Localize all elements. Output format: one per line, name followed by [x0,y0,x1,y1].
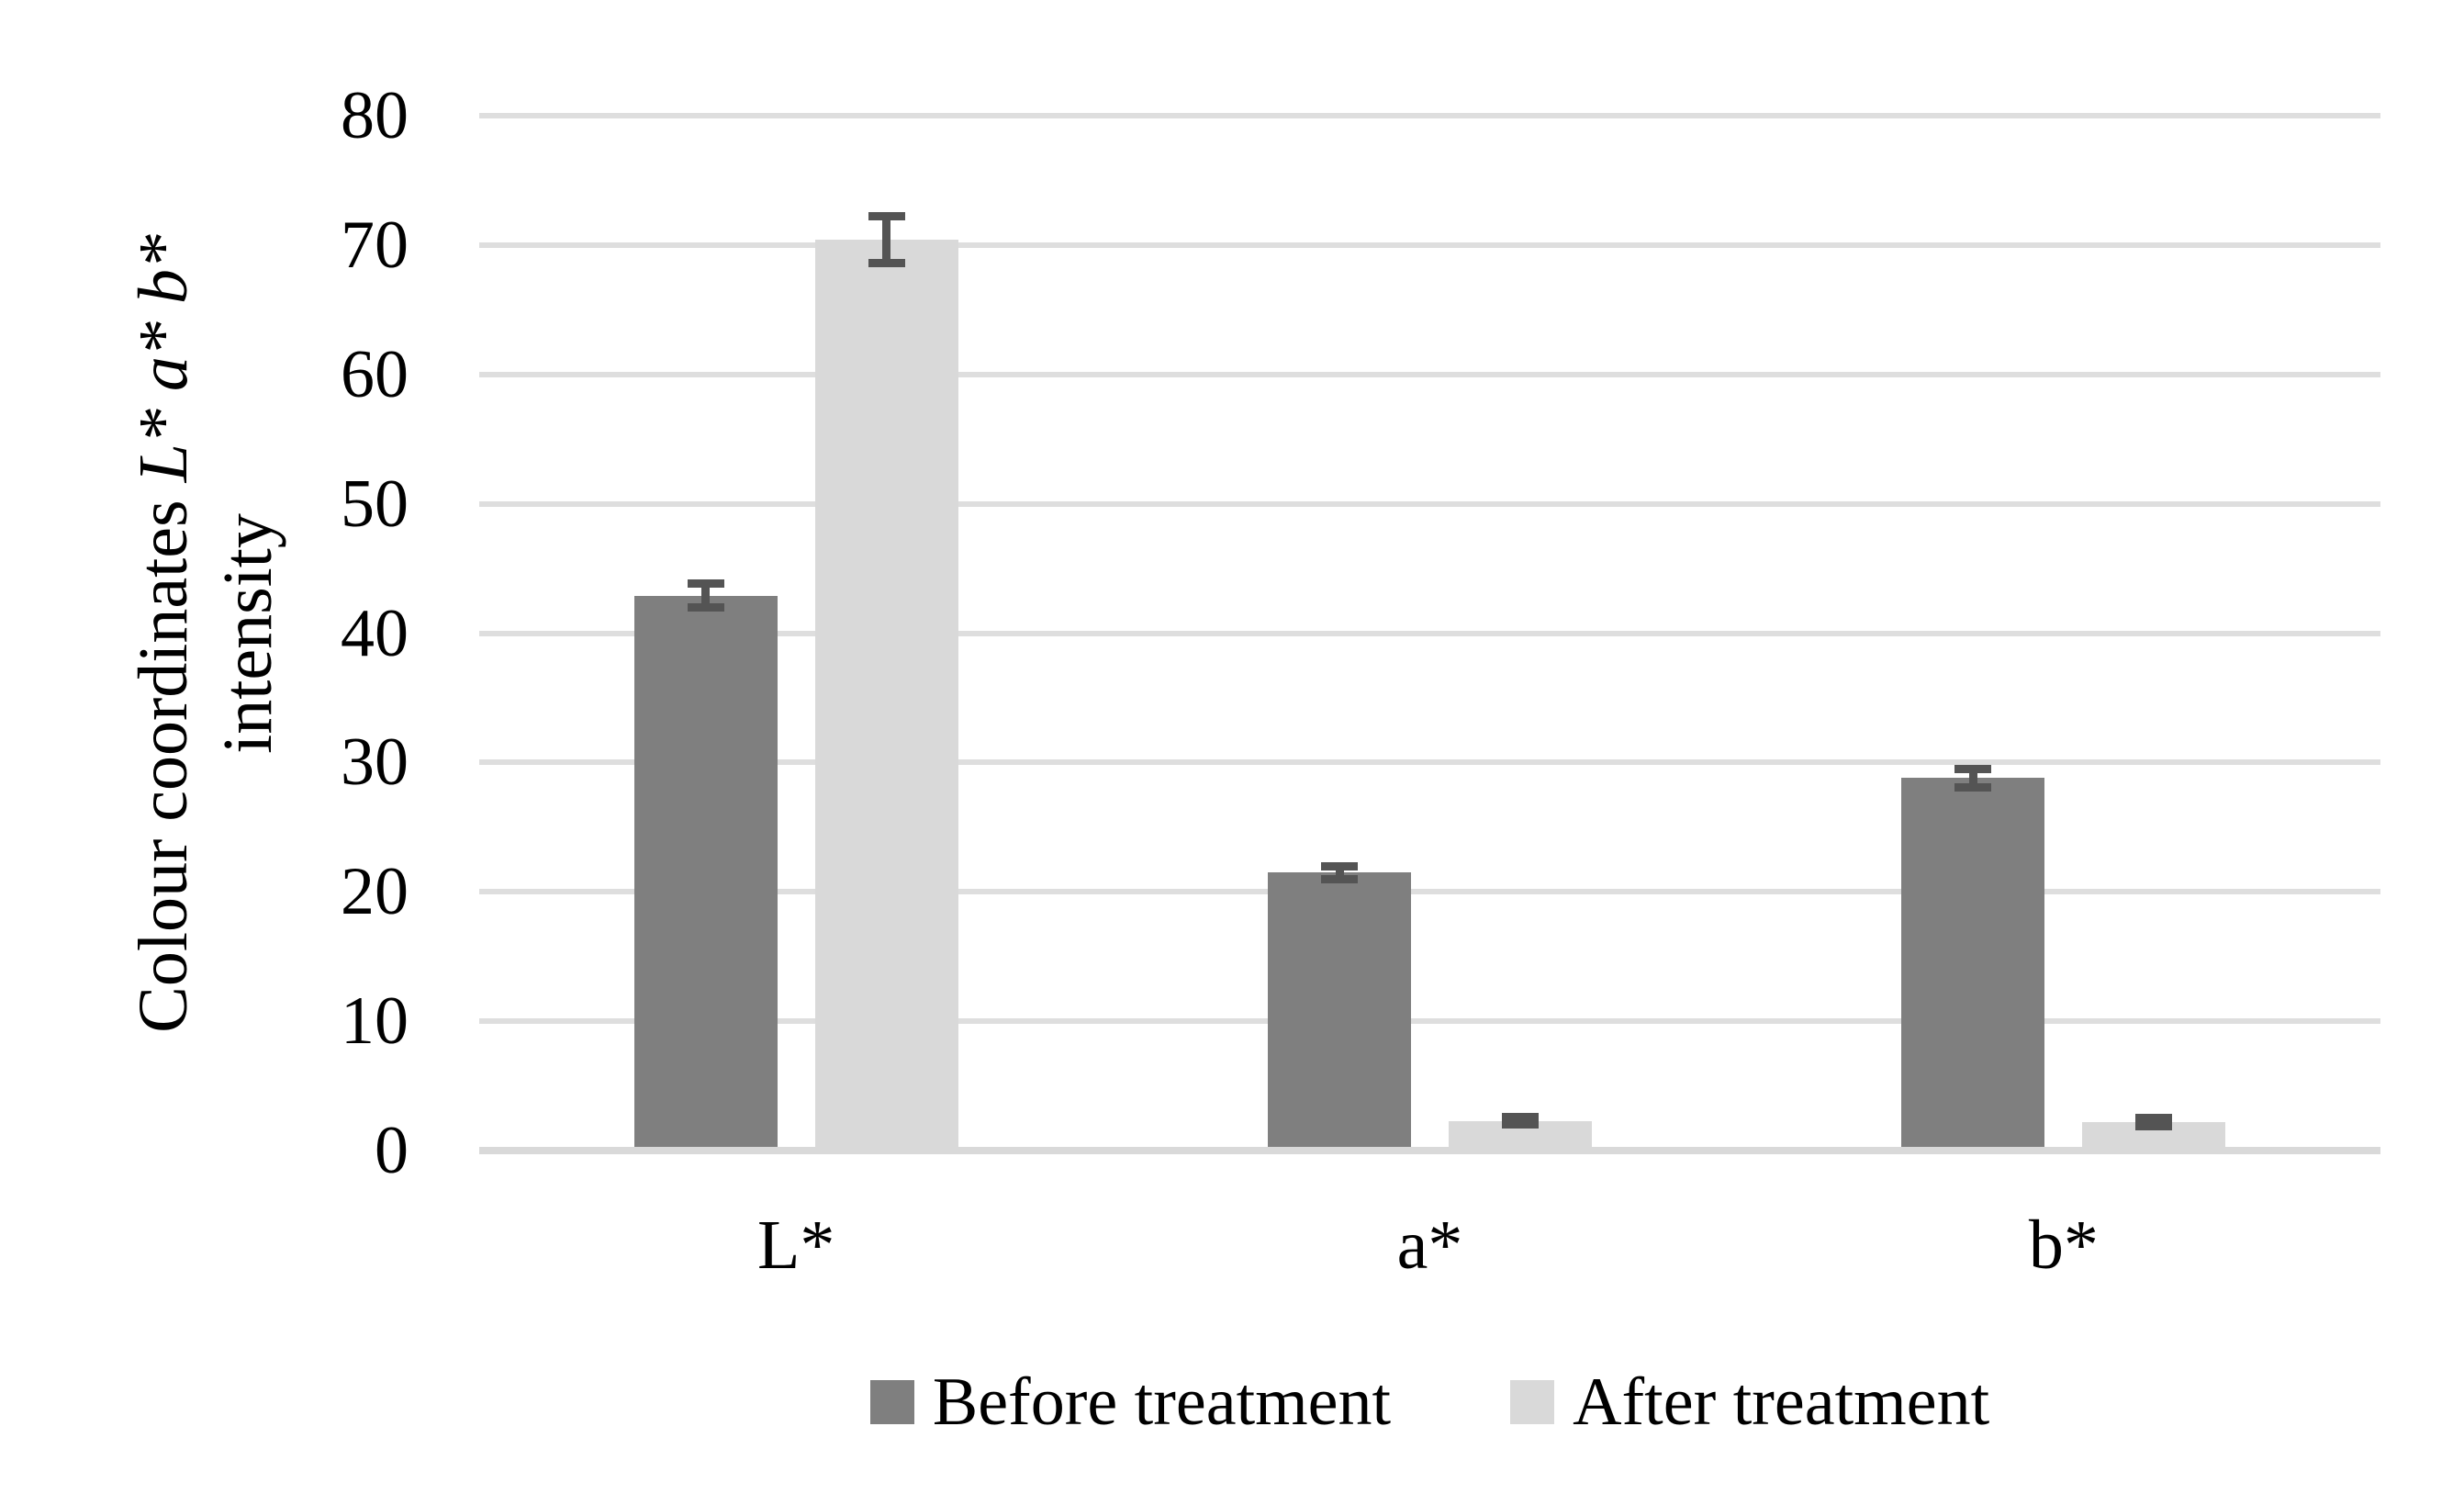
error-bar-cap-bottom [1954,782,1992,792]
y-tick-label-40: 40 [341,595,409,671]
y-tick-label-70: 70 [341,207,409,283]
error-bar-line [1968,769,1977,788]
y-axis-title: Colour coordinates L* a* b* intensity [121,0,286,1505]
gridline-y-80 [479,113,2380,118]
x-axis-line [479,1147,2380,1154]
error-bar-cap-top [868,212,905,221]
x-category-label-b: b* [2028,1207,2099,1284]
y-tick-label-10: 10 [341,983,409,1060]
gridline-y-40 [479,630,2380,636]
gridline-y-70 [479,241,2380,248]
plot-area [479,113,2380,1154]
legend: Before treatment After treatment [479,1352,2380,1453]
legend-entry-after-treatment: After treatment [1510,1365,1989,1439]
error-bar-cap-top [687,579,724,589]
gridline-y-50 [479,500,2380,507]
y-tick-label-80: 80 [341,78,409,153]
legend-entry-before-treatment: Before treatment [869,1365,1392,1440]
error-bar-line [701,583,711,608]
error-bar-line [882,216,891,264]
x-category-label-L: L* [756,1207,835,1284]
error-bar-cap-bottom [2135,1121,2173,1130]
x-category-label-a: a* [1396,1207,1463,1284]
gridline-y-10 [479,1018,2380,1025]
legend-label: After treatment [1573,1365,1990,1440]
error-bar-cap-bottom [1502,1120,1539,1129]
error-bar-cap-bottom [1321,874,1358,883]
y-tick-label-20: 20 [341,854,409,930]
bar-after-treatment-L [814,240,958,1151]
gridline-y-30 [479,759,2380,766]
error-bar-cap-bottom [687,602,724,612]
gridline-y-60 [479,371,2380,377]
legend-label: Before treatment [932,1365,1392,1440]
error-bar-cap-top [1954,764,1992,773]
legend-swatch [1510,1380,1555,1424]
bar-before-treatment-b [1901,778,2045,1151]
y-tick-label-50: 50 [341,466,409,542]
error-bar-cap-bottom [868,259,905,268]
error-bar-cap-top [1321,861,1358,870]
legend-swatch [869,1380,914,1424]
bar-before-treatment-a [1268,872,1411,1151]
y-tick-label-60: 60 [341,336,409,412]
y-tick-label-0: 0 [375,1113,409,1188]
y-tick-label-30: 30 [341,724,409,801]
gridline-y-20 [479,889,2380,895]
error-bar-line [1335,866,1344,880]
error-bar-cap-top [2135,1114,2173,1123]
bar-before-treatment-L [633,595,778,1151]
error-bar-cap-top [1502,1112,1539,1121]
